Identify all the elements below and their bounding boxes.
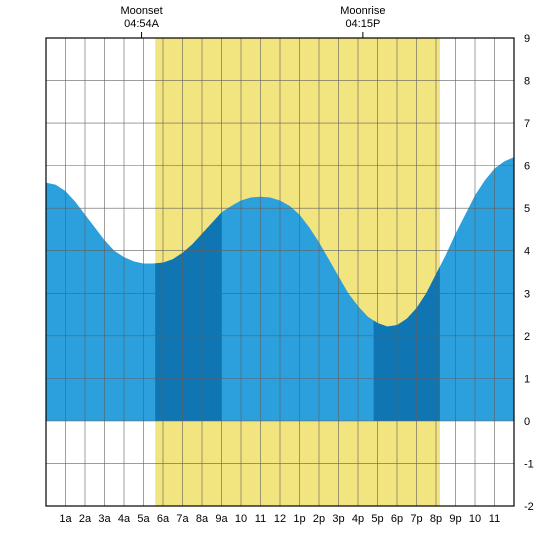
y-axis-label: -2 — [524, 501, 534, 513]
moonset-time: 04:54A — [124, 18, 160, 30]
x-axis-label: 5a — [137, 513, 150, 525]
x-axis-label: 1p — [293, 513, 305, 525]
moonset-title: Moonset — [120, 5, 162, 17]
y-axis-label: 1 — [524, 373, 530, 385]
x-axis-label: 4p — [352, 513, 364, 525]
x-axis-label: 2p — [313, 513, 325, 525]
tide-chart-svg: 1a2a3a4a5a6a7a8a9a1011121p2p3p4p5p6p7p8p… — [0, 0, 550, 550]
x-axis-label: 7p — [410, 513, 422, 525]
y-axis-label: 7 — [524, 118, 530, 130]
y-axis-label: 2 — [524, 331, 530, 343]
x-axis-label: 12 — [274, 513, 286, 525]
y-axis-label: 6 — [524, 161, 530, 173]
y-axis-label: 3 — [524, 288, 530, 300]
moonrise-title: Moonrise — [340, 5, 385, 17]
x-axis-label: 1a — [59, 513, 72, 525]
x-axis-label: 4a — [118, 513, 131, 525]
moonrise-time: 04:15P — [345, 18, 380, 30]
x-axis-label: 8p — [430, 513, 442, 525]
x-axis-label: 3p — [332, 513, 344, 525]
y-axis-label: -1 — [524, 458, 534, 470]
x-axis-label: 6p — [391, 513, 403, 525]
x-axis-label: 2a — [79, 513, 92, 525]
x-axis-label: 9a — [215, 513, 228, 525]
y-axis-label: 0 — [524, 416, 530, 428]
x-axis-label: 11 — [489, 513, 500, 525]
x-axis-label: 3a — [98, 513, 111, 525]
y-axis-label: 9 — [524, 33, 530, 45]
y-axis-label: 5 — [524, 203, 530, 215]
x-axis-label: 10 — [235, 513, 247, 525]
tide-chart: 1a2a3a4a5a6a7a8a9a1011121p2p3p4p5p6p7p8p… — [0, 0, 550, 550]
x-axis-label: 5p — [371, 513, 383, 525]
x-axis-label: 11 — [255, 513, 266, 525]
y-axis-label: 4 — [524, 246, 530, 258]
y-axis-label: 8 — [524, 76, 530, 88]
x-axis-label: 6a — [157, 513, 170, 525]
x-axis-label: 8a — [196, 513, 209, 525]
x-axis-label: 7a — [176, 513, 189, 525]
x-axis-label: 9p — [449, 513, 461, 525]
x-axis-label: 10 — [469, 513, 481, 525]
